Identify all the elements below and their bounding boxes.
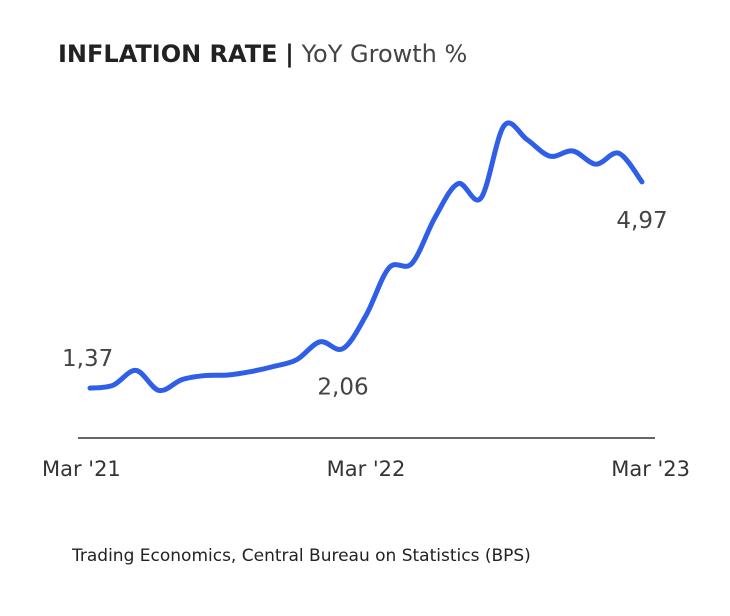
line-chart: Mar '21 Mar '22 Mar '23 1,37 2,06 4,97 (42, 120, 690, 481)
x-tick-label: Mar '23 (611, 457, 690, 481)
series-line (87, 120, 645, 394)
data-label: 4,97 (616, 208, 667, 234)
chart-title-separator: | (285, 40, 294, 68)
data-label: 1,37 (62, 346, 113, 372)
chart-title: INFLATION RATE | YoY Growth % (58, 40, 467, 68)
x-tick-label: Mar '21 (42, 457, 121, 481)
chart-title-sub: YoY Growth % (301, 40, 468, 68)
source-note: Trading Economics, Central Bureau on Sta… (72, 546, 531, 566)
x-tick-label: Mar '22 (327, 457, 406, 481)
data-label: 2,06 (317, 375, 368, 401)
chart-title-main: INFLATION RATE (58, 40, 278, 68)
chart-layer: Mar '21 Mar '22 Mar '23 1,37 2,06 4,97 (42, 120, 690, 481)
